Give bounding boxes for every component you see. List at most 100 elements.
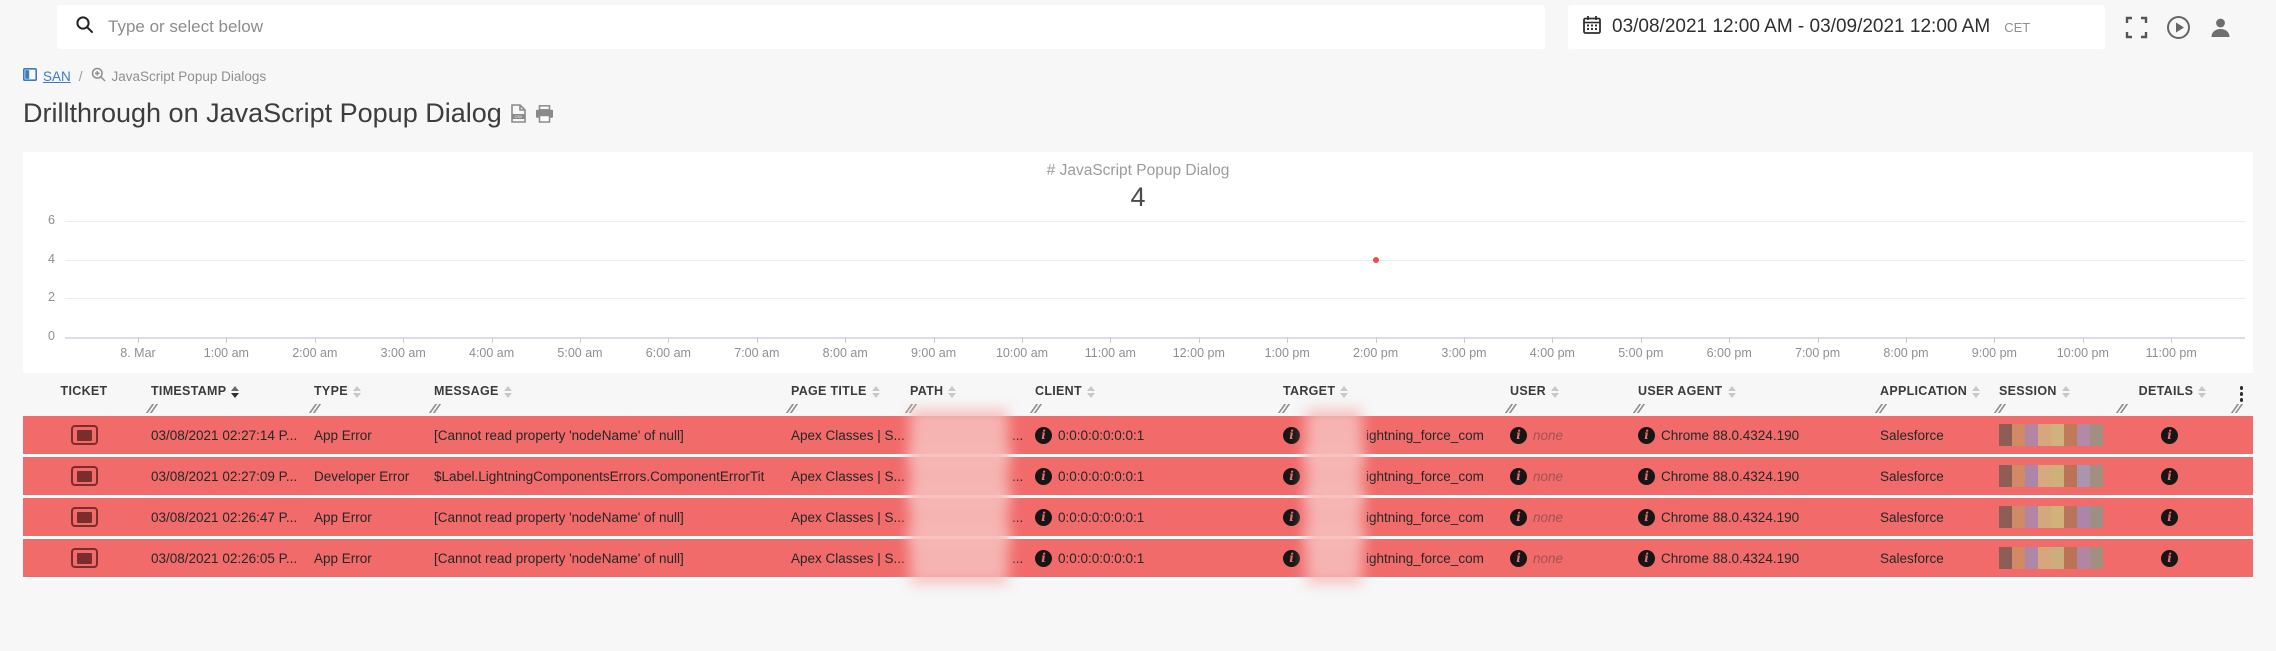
column-resize-grip[interactable] <box>1504 404 1517 413</box>
chart-data-point[interactable] <box>1372 256 1379 263</box>
table-row[interactable]: 03/08/2021 02:26:47 P... App Error [Cannot… <box>23 491 2253 543</box>
ticket-icon[interactable] <box>70 548 98 568</box>
ticket-icon[interactable] <box>70 507 98 527</box>
sort-icon[interactable] <box>1086 386 1095 398</box>
client-address: 0:0:0:0:0:0:0:1 <box>1058 468 1145 484</box>
target-info-icon[interactable]: i <box>1283 467 1300 485</box>
user-info-icon[interactable]: i <box>1510 426 1527 444</box>
user-agent-info-icon[interactable]: i <box>1638 508 1655 526</box>
print-icon[interactable] <box>535 104 554 123</box>
session-replay-strip[interactable] <box>1999 506 2103 528</box>
sort-icon[interactable] <box>231 386 240 398</box>
session-replay-strip[interactable] <box>1999 465 2103 487</box>
sort-icon[interactable] <box>948 386 957 398</box>
sort-icon[interactable] <box>1340 386 1349 398</box>
table-row[interactable]: 03/08/2021 02:27:09 P... Developer Error $… <box>23 450 2253 502</box>
sort-icon[interactable] <box>1972 386 1981 398</box>
y-axis-tick-label: 2 <box>48 290 55 304</box>
details-info-icon[interactable]: i <box>2161 426 2178 444</box>
user-info-icon[interactable]: i <box>1510 467 1527 485</box>
user-info-icon[interactable]: i <box>1510 549 1527 567</box>
column-header-user_agent[interactable]: USER AGENT <box>1632 380 1874 416</box>
column-header-page_title[interactable]: PAGE TITLE <box>785 380 904 416</box>
sort-icon[interactable] <box>1550 386 1559 398</box>
breadcrumb-root-link[interactable]: SAN <box>43 68 71 84</box>
column-header-type[interactable]: TYPE <box>308 380 428 416</box>
column-resize-grip[interactable] <box>1632 404 1645 413</box>
sort-icon[interactable] <box>2061 386 2070 398</box>
column-resize-grip[interactable] <box>1277 404 1290 413</box>
table-header-row: TICKET TIMESTAMP TYPE MESSAGE PAGE TITLE PATH… <box>23 380 2253 416</box>
column-resize-grip[interactable] <box>145 404 158 413</box>
column-resize-grip[interactable] <box>1029 404 1042 413</box>
target-visible-text: ightning_force_com <box>1366 468 1484 484</box>
column-resize-grip[interactable] <box>785 404 798 413</box>
sort-icon[interactable] <box>503 386 512 398</box>
user-icon[interactable] <box>2208 15 2233 40</box>
target-info-icon[interactable]: i <box>1283 549 1300 567</box>
column-header-details[interactable]: DETAILS <box>2115 380 2230 416</box>
column-header-user[interactable]: USER <box>1504 380 1632 416</box>
target-info-icon[interactable]: i <box>1283 426 1300 444</box>
ticket-icon[interactable] <box>70 466 98 486</box>
client-info-icon[interactable]: i <box>1035 549 1052 567</box>
cell-ticket <box>23 425 145 445</box>
x-axis-tick <box>1287 337 1289 343</box>
sort-icon[interactable] <box>1727 386 1736 398</box>
client-info-icon[interactable]: i <box>1035 508 1052 526</box>
chart-card: # JavaScript Popup Dialog 4 0 2 4 6 8. Mar 1:… <box>23 152 2253 373</box>
x-axis-tick <box>1464 337 1465 343</box>
client-info-icon[interactable]: i <box>1035 426 1052 444</box>
cell-type: App Error <box>314 550 372 566</box>
column-header-session[interactable]: SESSION <box>1993 380 2115 416</box>
cell-details: i <box>2115 508 2230 526</box>
column-header-timestamp[interactable]: TIMESTAMP <box>145 380 308 416</box>
session-replay-strip[interactable] <box>1999 547 2103 569</box>
x-axis-tick-label: 2:00 pm <box>1353 346 1399 360</box>
details-info-icon[interactable]: i <box>2161 467 2178 485</box>
date-range-picker[interactable]: 03/08/2021 12:00 AM - 03/09/2021 12:00 A… <box>1568 5 2105 49</box>
ticket-icon[interactable] <box>70 425 98 445</box>
target-info-icon[interactable]: i <box>1283 508 1300 526</box>
search-input[interactable] <box>106 16 1410 38</box>
fullscreen-icon[interactable] <box>2124 15 2149 40</box>
sort-icon[interactable] <box>871 386 880 398</box>
details-info-icon[interactable]: i <box>2161 549 2178 567</box>
column-resize-grip[interactable] <box>308 404 321 413</box>
column-resize-grip[interactable] <box>428 404 441 413</box>
user-info-icon[interactable]: i <box>1510 508 1527 526</box>
column-resize-grip[interactable] <box>2230 404 2243 413</box>
x-axis-tick <box>668 337 670 343</box>
user-agent-info-icon[interactable]: i <box>1638 549 1655 567</box>
user-agent-info-icon[interactable]: i <box>1638 426 1655 444</box>
column-header-path[interactable]: PATH <box>904 380 1029 416</box>
column-resize-grip[interactable] <box>2115 404 2128 413</box>
chart-total-value: 4 <box>1130 182 1146 212</box>
sort-icon[interactable] <box>2198 386 2207 398</box>
column-header-message[interactable]: MESSAGE <box>428 380 785 416</box>
column-header-application[interactable]: APPLICATION <box>1874 380 1993 416</box>
cell-client: i 0:0:0:0:0:0:0:1 <box>1029 426 1277 444</box>
table-row[interactable]: 03/08/2021 02:26:05 P... App Error [Cannot… <box>23 532 2253 584</box>
sort-icon[interactable] <box>352 386 361 398</box>
session-replay-strip[interactable] <box>1999 424 2103 446</box>
cell-type: App Error <box>314 509 372 525</box>
csv-export-icon[interactable]: CSV <box>510 104 526 123</box>
user-agent-info-icon[interactable]: i <box>1638 467 1655 485</box>
cell-type: Developer Error <box>314 468 410 484</box>
kebab-menu-icon[interactable] <box>2238 384 2246 404</box>
play-circle-icon[interactable] <box>2166 15 2191 40</box>
column-header-target[interactable]: TARGET <box>1277 380 1504 416</box>
client-info-icon[interactable]: i <box>1035 467 1052 485</box>
x-axis-tick-label: 1:00 am <box>203 346 249 360</box>
details-info-icon[interactable]: i <box>2161 508 2178 526</box>
table-row[interactable]: 03/08/2021 02:27:14 P... App Error [Cannot… <box>23 409 2253 461</box>
column-header-client[interactable]: CLIENT <box>1029 380 1277 416</box>
column-resize-grip[interactable] <box>1993 404 2006 413</box>
column-header-menu[interactable] <box>2230 380 2253 416</box>
x-axis-tick <box>580 337 581 343</box>
global-search-bar[interactable] <box>57 5 1545 49</box>
column-resize-grip[interactable] <box>1874 404 1887 413</box>
column-header-label: TARGET <box>1283 384 1336 398</box>
x-axis-tick-label: 8. Mar <box>120 346 156 360</box>
